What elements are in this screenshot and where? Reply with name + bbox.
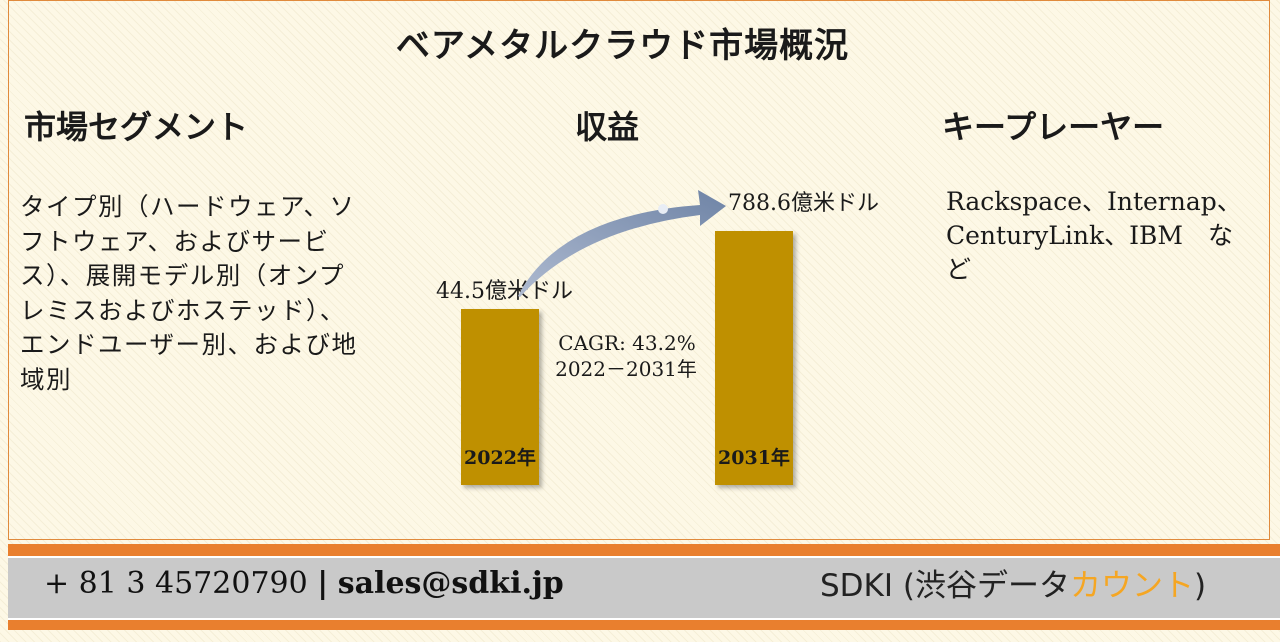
value-label-1: 788.6億米ドル <box>728 191 879 216</box>
bar-0 <box>461 309 539 485</box>
brand-prefix: SDKI (渋谷データ <box>820 568 1070 604</box>
email-link[interactable]: sales@sdki.jp <box>337 566 564 601</box>
bar-1 <box>715 231 793 485</box>
segments-text: タイプ別（ハードウェア、ソフトウェア、およびサービス）、展開モデル別（オンプレミ… <box>20 192 358 394</box>
key-players-text: Rackspace、Internap、CenturyLink、IBM など <box>946 187 1242 284</box>
footer-bar <box>8 556 1280 620</box>
segments-heading: 市場セグメント <box>24 108 249 146</box>
key-players-heading: キープレーヤー <box>942 108 1165 146</box>
brand-accent: カウント <box>1069 568 1194 604</box>
phone-number: + 81 3 45720790 <box>44 566 308 601</box>
cagr-annotation-0: CAGR: 43.2% <box>558 331 695 355</box>
contact-info: + 81 3 45720790 | sales@sdki.jp <box>44 566 564 601</box>
brand-suffix: ) <box>1193 568 1207 604</box>
revenue-chart: 2022年 44.5億米ドル 2031年 788.6億米ドル CAGR: 43.2%20… <box>436 190 879 485</box>
page-title: ベアメタルクラウド市場概況 <box>395 26 850 66</box>
revenue-heading: 収益 <box>575 108 640 146</box>
footer-stripe-top <box>8 544 1280 556</box>
value-label-0: 44.5億米ドル <box>436 279 573 304</box>
category-label-1: 2031年 <box>718 446 790 469</box>
separator: | <box>317 566 329 601</box>
growth-arrow <box>518 190 726 297</box>
arrow-dot <box>658 204 668 214</box>
content-frame <box>8 0 1270 540</box>
footer-stripe-bottom <box>8 620 1280 630</box>
category-label-0: 2022年 <box>464 446 536 469</box>
brand-name: SDKI (渋谷データカウント) <box>820 560 1206 605</box>
cagr-annotation-1: 2022－2031年 <box>555 357 697 381</box>
